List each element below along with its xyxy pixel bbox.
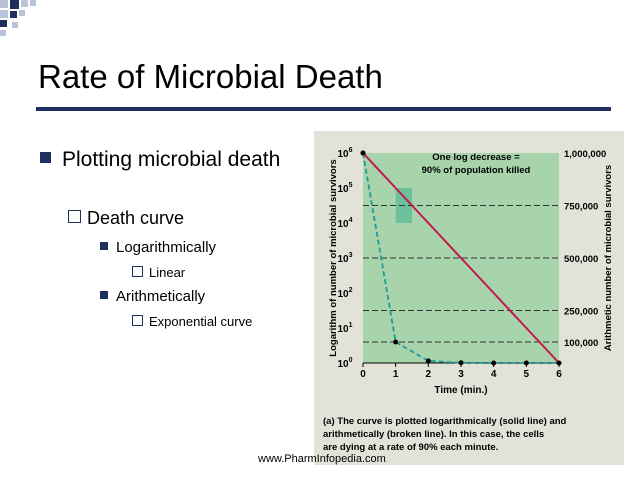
- bullet-text: Linear: [149, 265, 186, 280]
- x-tick-label: 4: [491, 369, 497, 380]
- corner-decoration: [0, 0, 60, 40]
- slide-title: Rate of Microbial Death: [38, 58, 383, 95]
- title-divider: [36, 107, 611, 111]
- x-axis-label: Time (min.): [434, 385, 487, 396]
- left-tick-label: 105: [337, 182, 352, 195]
- logarithmic-series-line: [362, 152, 560, 364]
- caption-line1: (a) The curve is plotted logarithmically…: [323, 416, 567, 427]
- arithmetic-data-point: [425, 358, 431, 364]
- left-tick-exponent: 0: [349, 357, 353, 364]
- left-tick-base: 10: [337, 324, 349, 335]
- left-tick-exponent: 3: [349, 252, 353, 259]
- x-ticks: 0 1 2 3 4 5 6: [360, 363, 562, 380]
- square-bullet-icon: [100, 242, 108, 250]
- left-tick-base: 10: [337, 149, 349, 160]
- bullet-level2: Death curve: [68, 208, 184, 229]
- arithmetic-data-point: [491, 360, 497, 366]
- right-tick-label: 1,000,000: [564, 149, 606, 160]
- left-tick-base: 10: [337, 254, 349, 265]
- annotation-line2: 90% of population killed: [422, 165, 531, 176]
- caption-text-3: are dying at a rate of 90% each minute.: [323, 442, 498, 453]
- corner-square: [10, 0, 19, 9]
- start-data-point: [360, 150, 366, 156]
- square-bullet-icon: [40, 152, 51, 163]
- left-tick-base: 10: [337, 219, 349, 230]
- corner-square: [0, 10, 8, 18]
- corner-square: [12, 22, 18, 28]
- left-tick-label: 106: [337, 147, 352, 160]
- arithmetic-data-point: [458, 360, 464, 366]
- x-tick-label: 6: [556, 369, 562, 380]
- left-tick-exponent: 6: [349, 147, 353, 154]
- data-points: [360, 150, 562, 366]
- bullet-text: Arithmetically: [116, 288, 206, 305]
- hollow-square-bullet-icon: [132, 266, 143, 277]
- left-tick-label: 104: [337, 217, 352, 230]
- left-tick-base: 10: [337, 184, 349, 195]
- left-tick-label: 101: [337, 322, 352, 335]
- left-tick-label: 102: [337, 287, 352, 300]
- arithmetic-data-point: [556, 360, 562, 366]
- bullet-text: Death curve: [87, 208, 185, 228]
- footer-url: www.PharmInfopedia.com: [258, 453, 386, 465]
- right-tick-label: 100,000: [564, 338, 598, 349]
- x-tick-label: 0: [360, 369, 366, 380]
- bullet-level4-exponential: Exponential curve: [132, 314, 252, 329]
- left-tick-label: 103: [337, 252, 352, 265]
- left-y-axis-label: Logarithm of number of microbial survivo…: [328, 159, 339, 356]
- x-tick-label: 5: [524, 369, 530, 380]
- left-tick-base: 10: [337, 289, 349, 300]
- left-tick-exponent: 5: [349, 182, 353, 189]
- bullet-level3-log: Logarithmically: [100, 239, 216, 256]
- bullet-level4-linear: Linear: [132, 265, 185, 280]
- caption-line2: arithmetically (broken line). In this ca…: [323, 429, 544, 440]
- annotation-line1: One log decrease =: [432, 152, 520, 163]
- bullet-text: Exponential curve: [149, 314, 253, 329]
- left-tick-exponent: 1: [349, 322, 353, 329]
- bullet-text: Logarithmically: [116, 239, 217, 256]
- corner-square: [10, 11, 17, 18]
- x-tick-label: 2: [426, 369, 432, 380]
- hollow-square-bullet-icon: [132, 315, 143, 326]
- left-tick-label: 100: [337, 357, 352, 370]
- right-y-axis-label: Arithmetic number of microbial survivors: [603, 165, 614, 351]
- x-tick-label: 3: [458, 369, 464, 380]
- caption-line3: are dying at a rate of 90% each minute.: [323, 442, 498, 453]
- x-tick-label: 1: [393, 369, 399, 380]
- arithmetic-data-point: [393, 339, 399, 345]
- corner-square: [21, 0, 28, 7]
- corner-square: [0, 30, 6, 36]
- corner-square: [30, 0, 36, 6]
- bullet-text: Plotting microbial death: [62, 148, 281, 171]
- bullet-level3-arith: Arithmetically: [100, 288, 205, 305]
- corner-square: [0, 0, 8, 8]
- right-y-ticks: 100,000 250,000 500,000 750,000 1,000,000: [564, 149, 606, 349]
- right-tick-label: 250,000: [564, 307, 598, 318]
- caption-letter: (a): [323, 416, 335, 427]
- caption-text-2: arithmetically (broken line). In this ca…: [323, 429, 544, 440]
- left-tick-exponent: 2: [349, 287, 353, 294]
- hollow-square-bullet-icon: [68, 210, 81, 223]
- corner-square: [19, 10, 25, 16]
- right-tick-label: 750,000: [564, 202, 598, 213]
- right-tick-label: 500,000: [564, 254, 598, 265]
- corner-square: [0, 20, 7, 27]
- left-tick-exponent: 4: [349, 217, 353, 224]
- caption-text-1: The curve is plotted logarithmically (so…: [337, 416, 566, 427]
- arithmetic-data-point: [523, 360, 529, 366]
- left-tick-base: 10: [337, 359, 349, 370]
- square-bullet-icon: [100, 291, 108, 299]
